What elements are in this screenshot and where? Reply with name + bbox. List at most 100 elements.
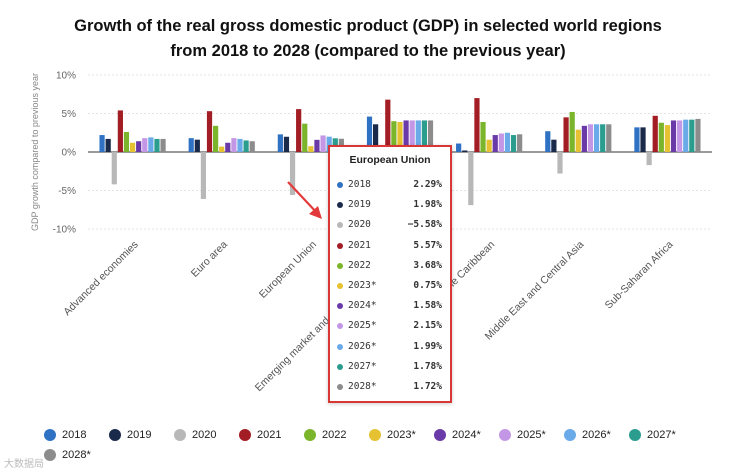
tooltip-value: 1.72% <box>413 380 442 392</box>
bar-2024-5 <box>581 125 587 152</box>
tooltip-value: 2.15% <box>413 320 442 332</box>
bar-2018-4 <box>456 143 462 152</box>
bar-2022-2 <box>302 123 308 152</box>
bar-2019-6 <box>640 127 646 152</box>
tooltip-row: 2024* 1.58% <box>330 297 450 317</box>
category-label: European Union <box>257 239 319 301</box>
tooltip-value: 1.78% <box>413 360 442 372</box>
tooltip-value: 1.99% <box>413 340 442 352</box>
y-tick-label: 10% <box>56 71 76 82</box>
legend-swatch <box>44 449 56 461</box>
bar-2028-1 <box>249 141 255 152</box>
bar-2026-6 <box>683 119 689 152</box>
tooltip-value: 1.58% <box>413 300 442 312</box>
y-tick-label: 5% <box>62 109 77 120</box>
bar-2024-1 <box>225 142 231 152</box>
bar-2023-0 <box>129 142 136 152</box>
bar-2026-4 <box>504 132 511 152</box>
bar-2026-2 <box>326 136 332 152</box>
legend-label: 2019 <box>127 429 152 441</box>
bar-2025-1 <box>231 138 237 152</box>
bar-2027-6 <box>689 119 695 152</box>
legend-swatch <box>369 429 381 441</box>
legend-swatch <box>44 429 56 441</box>
legend-swatch <box>304 429 316 441</box>
bar-2020-6 <box>646 152 652 166</box>
bar-2019-5 <box>551 139 557 152</box>
tooltip-year: 2022 <box>348 259 371 271</box>
legend-label: 2022 <box>322 429 347 441</box>
bar-2026-5 <box>593 124 600 152</box>
tooltip-row: 2023* 0.75% <box>330 277 450 297</box>
bar-2018-0 <box>99 135 105 152</box>
category-label: Middle East and Central Asia <box>483 239 587 343</box>
bar-2021-5 <box>563 117 569 152</box>
bar-2028-6 <box>695 118 701 152</box>
bar-2026-0 <box>148 137 154 152</box>
pointer-arrow <box>287 181 319 215</box>
bar-2026-3 <box>415 120 421 152</box>
tooltip-year: 2019 <box>348 199 371 211</box>
tooltip-dot <box>337 262 343 269</box>
bar-2022-4 <box>480 121 486 152</box>
tooltip-row: 2021 5.57% <box>330 237 450 257</box>
tooltip-row: 2026* 1.99% <box>330 338 450 358</box>
bar-2019-4 <box>462 150 468 152</box>
bar-2027-4 <box>510 135 517 152</box>
tooltip-year: 2025* <box>348 320 377 332</box>
bar-2022-1 <box>213 125 219 152</box>
bar-2019-1 <box>194 139 200 152</box>
bar-2023-1 <box>219 146 225 152</box>
bar-2018-1 <box>188 138 194 152</box>
legend-label: 2026* <box>582 429 611 441</box>
tooltip-dot <box>337 242 343 249</box>
legend-label: 2020 <box>192 429 217 441</box>
bar-2024-0 <box>136 141 142 152</box>
tooltip-row: 2019 1.98% <box>330 196 450 216</box>
bar-2025-3 <box>409 120 415 152</box>
bar-2024-6 <box>670 120 677 152</box>
bar-2027-1 <box>243 140 249 152</box>
y-tick-label: -10% <box>53 225 76 236</box>
tooltip-year: 2026* <box>348 340 377 352</box>
bar-2021-2 <box>296 109 302 152</box>
bar-2022-3 <box>391 121 397 152</box>
legend-swatch <box>564 429 576 441</box>
bar-2020-4 <box>468 152 474 206</box>
tooltip-dot <box>337 182 343 188</box>
legend-swatch <box>499 429 511 441</box>
category-label: Sub-Saharan Africa <box>603 239 676 312</box>
pointer-arrowhead <box>309 206 322 219</box>
bar-2019-2 <box>283 136 290 152</box>
bar-2023-3 <box>397 121 403 152</box>
category-label: Advanced economies <box>61 239 140 318</box>
bar-2021-1 <box>206 111 213 152</box>
tooltip-row: 2020 −5.58% <box>330 216 450 236</box>
bar-2027-0 <box>154 138 160 152</box>
legend-label: 2024* <box>452 429 481 441</box>
tooltip-dot <box>337 303 343 310</box>
legend-swatch <box>239 429 251 441</box>
watermark: 大数据局 <box>4 459 44 470</box>
tooltip-value: −5.58% <box>407 219 442 231</box>
tooltip-row: 2027* 1.78% <box>330 358 450 378</box>
tooltip-year: 2018 <box>348 179 371 190</box>
chart-title-line2: from 2018 to 2028 (compared to the previ… <box>170 42 566 60</box>
tooltip-year: 2020 <box>348 219 371 231</box>
bar-2018-3 <box>366 116 373 152</box>
bar-2022-6 <box>658 122 664 152</box>
legend-label: 2018 <box>62 429 87 441</box>
bar-2021-4 <box>474 98 480 152</box>
tooltip-value: 5.57% <box>413 239 442 251</box>
tooltip-value: 0.75% <box>413 279 442 291</box>
category-label: Euro area <box>189 239 230 280</box>
tooltip-european-union: European Union 2018 2.29% 2019 1.98% 2020 −5.… <box>328 145 452 403</box>
bar-2028-4 <box>517 134 523 152</box>
tooltip-dot <box>337 282 343 289</box>
tooltip-year: 2023* <box>348 279 377 291</box>
bar-2024-3 <box>403 120 409 152</box>
tooltip-dot <box>337 383 343 390</box>
legend-swatch <box>629 429 641 441</box>
bar-2026-1 <box>237 138 243 152</box>
tooltip-value: 2.29% <box>413 179 442 190</box>
